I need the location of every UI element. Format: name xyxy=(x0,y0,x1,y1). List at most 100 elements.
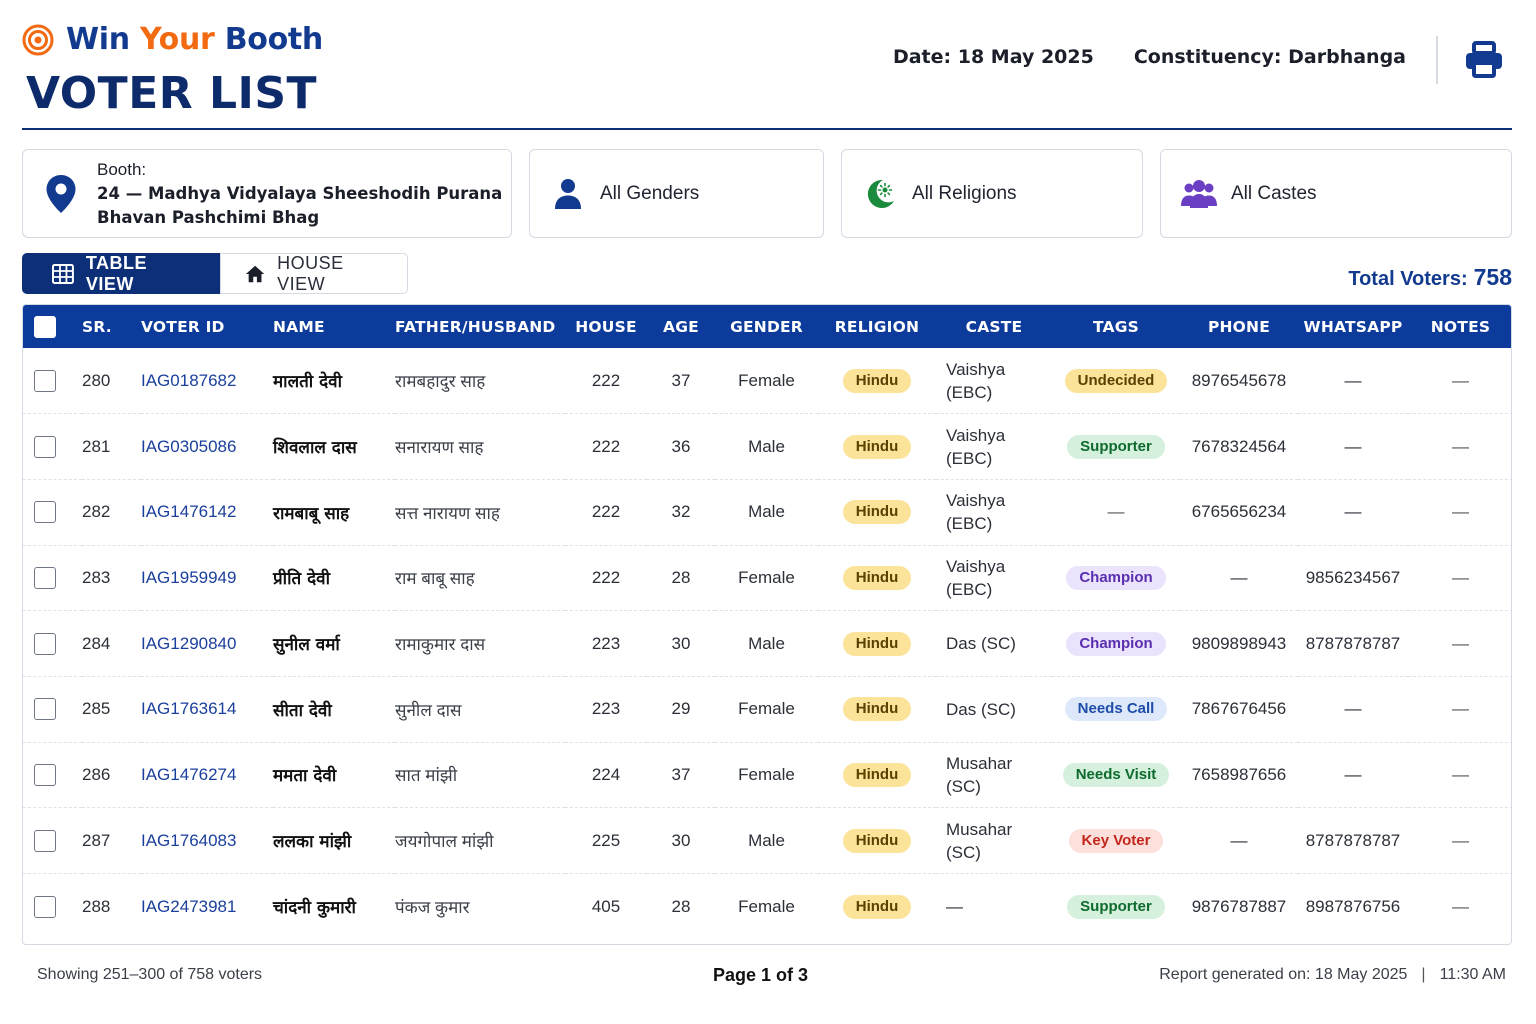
phone-cell: — xyxy=(1230,830,1248,850)
table-row[interactable]: 287 IAG1764083 ललका मांझी जयगोपाल मांझी … xyxy=(23,808,1511,874)
tag-badge: Needs Visit xyxy=(1062,762,1170,787)
col-house[interactable]: HOUSE xyxy=(575,317,637,336)
house-cell: 222 xyxy=(591,502,621,522)
page-title: VOTER LIST xyxy=(26,68,318,119)
phone-cell: 9876787887 xyxy=(1191,896,1287,916)
row-checkbox[interactable] xyxy=(34,501,56,524)
row-checkbox[interactable] xyxy=(34,435,56,458)
col-name[interactable]: NAME xyxy=(273,317,325,336)
table-row[interactable]: 286 IAG1476274 ममता देवी सात मांझी 224 3… xyxy=(23,742,1511,808)
booth-details: Booth: 24 — Madhya Vidyalaya Sheeshodih … xyxy=(97,158,502,230)
sr-cell: 285 xyxy=(82,699,111,719)
row-checkbox[interactable] xyxy=(34,895,56,918)
house-cell: 405 xyxy=(591,896,621,916)
gender-cell: Male xyxy=(748,830,785,850)
grid-icon xyxy=(52,263,74,284)
home-icon xyxy=(245,265,265,282)
view-toggle: TABLE VIEW HOUSE VIEW xyxy=(22,253,408,294)
sr-cell: 287 xyxy=(82,830,111,850)
table-row[interactable]: 282 IAG1476142 रामबाबू साह सत्त नारायण स… xyxy=(23,479,1511,546)
phone-cell: 9809898943 xyxy=(1191,633,1287,653)
col-age[interactable]: AGE xyxy=(663,317,699,336)
house-cell: 222 xyxy=(591,436,621,456)
religion-badge: Hindu xyxy=(842,565,912,590)
booth-filter[interactable]: Booth: 24 — Madhya Vidyalaya Sheeshodih … xyxy=(22,149,512,238)
voter-id-cell[interactable]: IAG1476274 xyxy=(141,764,237,784)
col-sr[interactable]: SR. xyxy=(82,317,112,336)
whatsapp-cell: — xyxy=(1344,370,1362,390)
caste-filter[interactable]: All Castes xyxy=(1160,149,1512,238)
caste-value: Vaishya (EBC) xyxy=(946,359,1006,402)
religion-badge: Hindu xyxy=(842,828,912,853)
tags-cell: Champion xyxy=(1052,611,1180,677)
house-cell: 225 xyxy=(591,830,621,850)
col-caste[interactable]: CASTE xyxy=(965,317,1023,336)
print-button[interactable] xyxy=(1462,38,1506,82)
row-checkbox[interactable] xyxy=(34,566,56,589)
notes-cell: — xyxy=(1452,896,1469,916)
voter-id-cell[interactable]: IAG1476142 xyxy=(141,502,237,522)
religion-cell: Hindu xyxy=(818,348,936,414)
religion-badge: Hindu xyxy=(842,500,912,525)
voter-id-cell[interactable]: IAG1959949 xyxy=(141,567,237,587)
footer-separator: | xyxy=(1421,966,1426,983)
house-cell: 222 xyxy=(591,567,621,587)
col-whatsapp[interactable]: WHATSAPP xyxy=(1303,317,1403,336)
voter-id-cell[interactable]: IAG0305086 xyxy=(141,436,237,456)
age-cell: 28 xyxy=(671,567,691,587)
voter-id-cell[interactable]: IAG1763614 xyxy=(141,699,237,719)
table-view-button[interactable]: TABLE VIEW xyxy=(22,253,220,294)
table-row[interactable]: 285 IAG1763614 सीता देवी सुनील दास 223 2… xyxy=(23,676,1511,743)
user-icon xyxy=(555,178,581,209)
table-row[interactable]: 283 IAG1959949 प्रीति देवी राम बाबू साह … xyxy=(23,545,1511,611)
whatsapp-cell: — xyxy=(1344,764,1362,784)
col-voter-id[interactable]: VOTER ID xyxy=(141,317,225,336)
religion-cell: Hindu xyxy=(818,874,936,940)
row-checkbox[interactable] xyxy=(34,829,56,852)
table-row[interactable]: 288 IAG2473981 चांदनी कुमारी पंकज कुमार … xyxy=(23,874,1511,940)
name-cell: मालती देवी xyxy=(273,372,342,393)
religion-cell: Hindu xyxy=(818,676,936,742)
row-checkbox[interactable] xyxy=(34,369,56,392)
caste-filter-label: All Castes xyxy=(1231,182,1317,204)
gender-filter-label: All Genders xyxy=(600,182,700,204)
religion-cell: Hindu xyxy=(818,611,936,677)
voter-id-cell[interactable]: IAG2473981 xyxy=(141,896,237,916)
age-cell: 28 xyxy=(671,896,691,916)
report-date: Date: 18 May 2025 xyxy=(892,46,1094,68)
row-checkbox[interactable] xyxy=(34,763,56,786)
select-all-checkbox[interactable] xyxy=(34,315,56,338)
brand: Win Your Booth xyxy=(22,22,323,57)
religion-badge: Hindu xyxy=(842,368,912,393)
tag-empty: — xyxy=(1107,502,1125,522)
notes-cell: — xyxy=(1452,764,1469,784)
col-notes[interactable]: NOTES xyxy=(1430,317,1491,336)
map-pin-icon xyxy=(46,174,76,213)
caste-cell: Das (SC) xyxy=(936,676,1052,742)
table-row[interactable]: 281 IAG0305086 शिवलाल दास सनारायण साह 22… xyxy=(23,414,1511,480)
row-checkbox[interactable] xyxy=(34,698,56,721)
house-view-button[interactable]: HOUSE VIEW xyxy=(220,253,408,294)
col-gender[interactable]: GENDER xyxy=(730,317,803,336)
father-cell: सुनील दास xyxy=(395,700,462,720)
sr-cell: 288 xyxy=(82,896,111,916)
name-cell: सुनील वर्मा xyxy=(273,635,340,656)
table-row[interactable]: 280 IAG0187682 मालती देवी रामबहादुर साह … xyxy=(23,348,1511,414)
age-cell: 37 xyxy=(671,370,691,390)
col-tags[interactable]: TAGS xyxy=(1092,317,1140,336)
row-checkbox[interactable] xyxy=(34,632,56,655)
voter-id-cell[interactable]: IAG0187682 xyxy=(141,370,237,390)
voter-id-cell[interactable]: IAG1290840 xyxy=(141,633,237,653)
religion-filter[interactable]: All Religions xyxy=(841,149,1143,238)
caste-cell: Das (SC) xyxy=(936,611,1052,677)
religion-badge: Hindu xyxy=(842,631,912,656)
col-phone[interactable]: PHONE xyxy=(1207,317,1271,336)
col-religion[interactable]: RELIGION xyxy=(834,317,920,336)
col-father[interactable]: FATHER/HUSBAND xyxy=(395,317,556,336)
gender-filter[interactable]: All Genders xyxy=(529,149,824,238)
religion-cell: Hindu xyxy=(818,545,936,611)
whatsapp-cell: — xyxy=(1344,699,1362,719)
voter-id-cell[interactable]: IAG1764083 xyxy=(141,830,237,850)
table-row[interactable]: 284 IAG1290840 सुनील वर्मा रामाकुमार दास… xyxy=(23,611,1511,677)
tags-cell: Supporter xyxy=(1052,414,1180,480)
